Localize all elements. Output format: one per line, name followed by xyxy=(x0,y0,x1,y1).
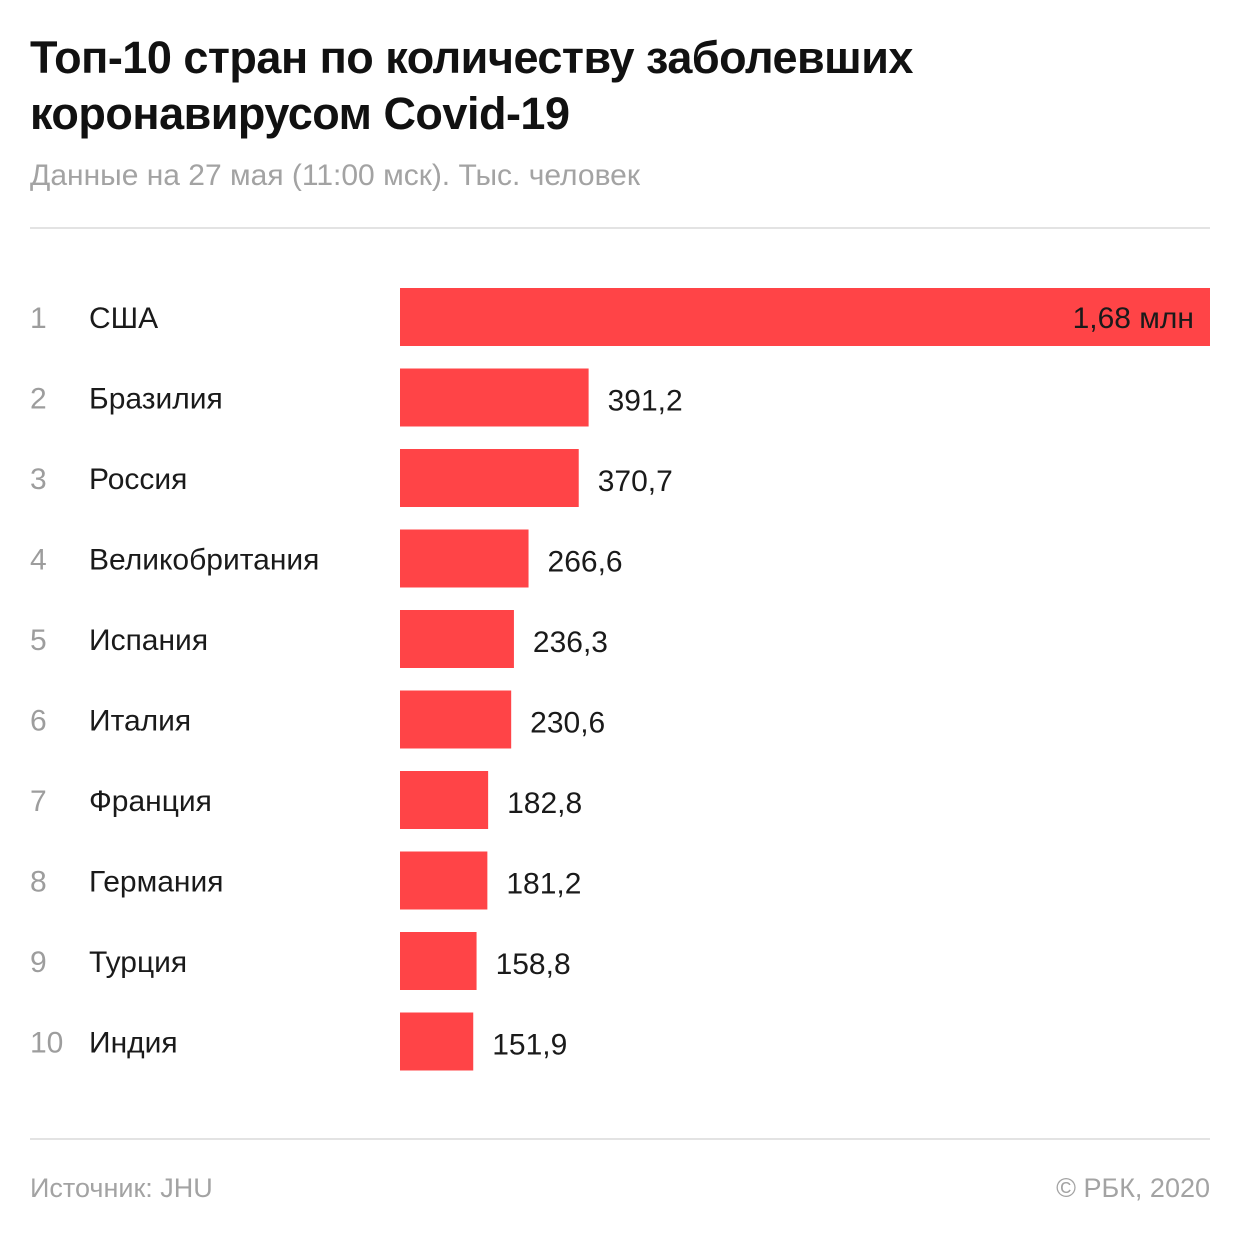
chart-subtitle: Данные на 27 мая (11:00 мск). Тыс. челов… xyxy=(30,159,640,192)
country-label: Франция xyxy=(89,785,212,818)
value-label: 158,8 xyxy=(496,948,571,981)
value-label: 391,2 xyxy=(608,385,683,418)
bottom-divider xyxy=(30,1138,1210,1140)
country-label: США xyxy=(89,302,158,335)
value-label: 182,8 xyxy=(507,787,582,820)
top-divider xyxy=(30,227,1210,229)
country-label: Россия xyxy=(89,463,187,496)
rank-label: 8 xyxy=(30,866,47,899)
rank-label: 2 xyxy=(30,383,47,416)
value-label: 236,3 xyxy=(533,626,608,659)
copyright-note: © РБК, 2020 xyxy=(1056,1173,1210,1203)
country-label: Турция xyxy=(89,946,187,979)
bar xyxy=(400,610,514,668)
country-label: Индия xyxy=(89,1027,178,1060)
chart-title: Топ-10 стран по количеству заболевших ко… xyxy=(30,32,913,139)
bar xyxy=(400,1012,474,1071)
value-label: 1,68 млн xyxy=(1073,302,1194,335)
value-label: 151,9 xyxy=(492,1029,567,1062)
bar xyxy=(400,690,512,749)
rank-label: 6 xyxy=(30,705,47,738)
bar xyxy=(400,771,489,829)
rank-label: 1 xyxy=(30,302,47,335)
country-label: Бразилия xyxy=(89,383,223,416)
bar xyxy=(400,932,477,990)
value-label: 370,7 xyxy=(598,465,673,498)
value-label: 181,2 xyxy=(506,868,581,901)
country-label: Италия xyxy=(89,705,191,738)
rank-label: 3 xyxy=(30,463,47,496)
value-label: 230,6 xyxy=(530,707,605,740)
rank-label: 9 xyxy=(30,946,47,979)
bar xyxy=(400,851,488,910)
value-label: 266,6 xyxy=(548,546,623,579)
rank-label: 10 xyxy=(30,1027,63,1060)
source-note: Источник: JHU xyxy=(30,1173,213,1203)
bar xyxy=(400,368,589,427)
bar xyxy=(400,529,529,588)
bar xyxy=(400,449,579,507)
rank-label: 7 xyxy=(30,785,47,818)
rank-label: 5 xyxy=(30,624,47,657)
bar xyxy=(400,288,1210,346)
country-label: Великобритания xyxy=(89,544,319,577)
country-label: Испания xyxy=(89,624,208,657)
country-label: Германия xyxy=(89,866,224,899)
rank-label: 4 xyxy=(30,544,47,577)
